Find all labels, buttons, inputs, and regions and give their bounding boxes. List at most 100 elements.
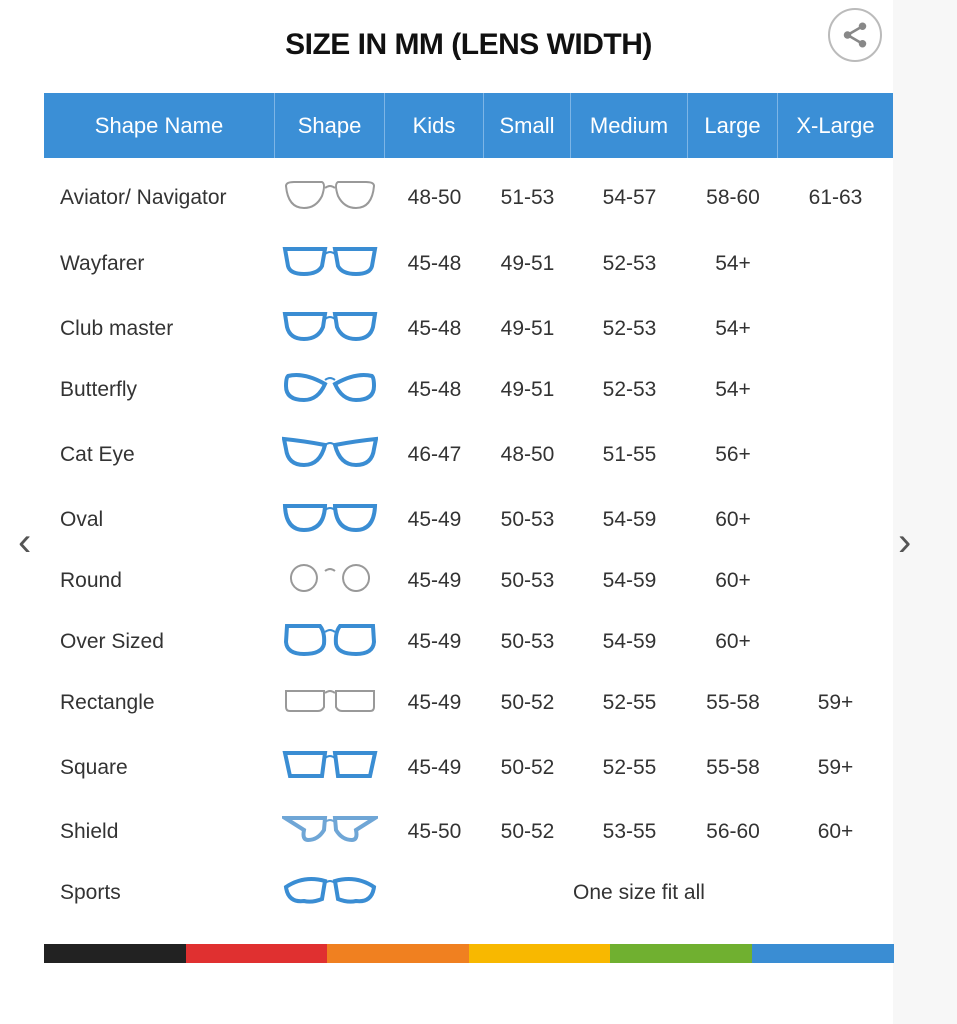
size-value: 45-48 [407, 317, 462, 340]
size-value: 60+ [715, 508, 751, 531]
column-header: Shape Name [44, 93, 275, 158]
size-value: 60+ [817, 820, 854, 843]
table-header: Shape Name Shape Kids Small Medium Large X-Lar… [44, 93, 893, 158]
size-value: 54+ [715, 252, 751, 275]
size-value: 50-53 [500, 569, 555, 592]
size-value: 50-53 [500, 508, 555, 531]
size-value: 60+ [715, 630, 751, 653]
chevron-right-icon[interactable]: › [898, 520, 912, 564]
table-row: Wayfarer 45-48 49-51 52-53 54+ [44, 234, 893, 294]
size-value: 49-51 [500, 252, 555, 275]
size-value: 50-52 [500, 820, 555, 843]
glasses-round-icon [275, 551, 385, 611]
size-value: 45-49 [407, 691, 462, 714]
share-icon [843, 22, 867, 48]
size-value [778, 612, 893, 672]
size-value: 58-60 [706, 186, 760, 209]
size-value: 54-57 [602, 186, 657, 209]
shape-name: Butterfly [60, 378, 138, 401]
glasses-rectangle-icon [275, 673, 385, 733]
shape-name: Cat Eye [60, 443, 135, 466]
size-value: 54-59 [602, 630, 657, 653]
shape-name: Sports [60, 881, 121, 904]
shape-name: Wayfarer [60, 252, 145, 275]
glasses-square-icon [275, 738, 385, 798]
shape-name: Over Sized [60, 630, 164, 653]
column-header: Medium [571, 93, 688, 158]
chevron-left-icon[interactable]: ‹ [18, 520, 32, 564]
size-value: 52-53 [602, 252, 657, 275]
size-value: 54-59 [602, 569, 657, 592]
size-value: 50-52 [500, 756, 555, 779]
size-value: 52-53 [602, 378, 657, 401]
glasses-oversized-icon [275, 612, 385, 672]
table-row: Sports One size fit all [44, 863, 893, 923]
size-value: 49-51 [500, 378, 555, 401]
size-value: 59+ [817, 756, 854, 779]
size-value: 45-49 [407, 508, 462, 531]
background-strip [893, 0, 957, 1024]
shape-name: Oval [60, 508, 104, 531]
color-bar-segment [751, 944, 894, 963]
size-value: 54-59 [602, 508, 657, 531]
table-row: Over Sized 45-49 50-53 54-59 60+ [44, 612, 893, 672]
size-value [778, 234, 893, 294]
size-value: 48-50 [500, 443, 555, 466]
size-value: 53-55 [602, 820, 657, 843]
glasses-oval-icon [275, 490, 385, 550]
table-row: Rectangle 45-49 50-52 52-55 55-58 59+ [44, 673, 893, 733]
table-row: Butterfly 45-48 49-51 52-53 54+ [44, 360, 893, 420]
column-header: Large [688, 93, 778, 158]
size-value [778, 299, 893, 359]
color-bar-segment [185, 944, 328, 963]
size-value: 45-48 [407, 252, 462, 275]
table-row: Shield 45-50 50-52 53-55 56-60 60+ [44, 802, 893, 862]
size-value: 55-58 [706, 756, 760, 779]
size-value: 52-55 [602, 756, 657, 779]
size-value [778, 360, 893, 420]
column-header: Small [484, 93, 571, 158]
shape-name: Rectangle [60, 691, 155, 714]
size-value: 46-47 [407, 443, 462, 466]
color-bar-segment [468, 944, 611, 963]
size-value: 50-52 [500, 691, 555, 714]
color-bar-segment [610, 944, 753, 963]
table-row: Square 45-49 50-52 52-55 55-58 59+ [44, 738, 893, 798]
size-value: 61-63 [808, 186, 863, 209]
page-title: SIZE IN MM (LENS WIDTH) [285, 28, 652, 61]
shape-name: Round [60, 569, 122, 592]
size-value [778, 551, 893, 611]
size-value [778, 425, 893, 485]
shape-name: Club master [60, 317, 174, 340]
column-header: X-Large [796, 112, 875, 138]
size-value: 50-53 [500, 630, 555, 653]
size-value: 45-50 [407, 820, 462, 843]
glasses-sports-icon [275, 863, 385, 923]
glasses-clubmaster-icon [275, 299, 385, 359]
size-span: One size fit all [573, 881, 705, 904]
column-header: Kids [385, 93, 484, 158]
size-value: 51-53 [500, 186, 555, 209]
size-value: 55-58 [706, 691, 760, 714]
size-value: 56-60 [706, 820, 760, 843]
shape-name: Aviator/ Navigator [60, 186, 227, 209]
size-value: 54+ [715, 317, 751, 340]
size-value: 45-49 [407, 630, 462, 653]
size-value: 60+ [715, 569, 751, 592]
glasses-cateye-icon [275, 425, 385, 485]
glasses-aviator-icon [275, 168, 385, 228]
glasses-shield-icon [275, 802, 385, 862]
size-value: 54+ [715, 378, 751, 401]
glasses-wayfarer-icon [275, 234, 385, 294]
shape-name: Square [60, 756, 128, 779]
size-value: 52-53 [602, 317, 657, 340]
share-button[interactable] [828, 8, 882, 62]
size-value: 45-49 [407, 756, 462, 779]
table-row: Club master 45-48 49-51 52-53 54+ [44, 299, 893, 359]
table-row: Oval 45-49 50-53 54-59 60+ [44, 490, 893, 550]
column-header: Shape [275, 93, 385, 158]
size-value: 59+ [817, 691, 854, 714]
table-row: Round 45-49 50-53 54-59 60+ [44, 551, 893, 611]
size-value: 45-49 [407, 569, 462, 592]
size-value: 49-51 [500, 317, 555, 340]
